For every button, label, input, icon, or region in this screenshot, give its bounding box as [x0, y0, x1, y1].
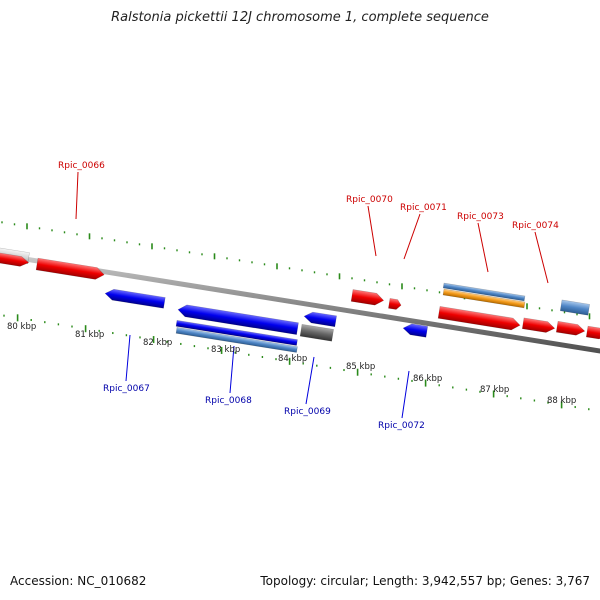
scale-label: 82 kbp	[143, 338, 172, 348]
gene-callout-line	[367, 205, 377, 257]
scale-label: 81 kbp	[75, 330, 104, 340]
gene-feature-reverse	[303, 311, 337, 328]
topology-summary: Topology: circular; Length: 3,942,557 bp…	[260, 574, 590, 588]
gene-feature-forward	[521, 317, 556, 333]
gene-label-forward: Rpic_0066	[58, 161, 105, 171]
scale-label: 80 kbp	[7, 322, 36, 332]
gene-feature-reverse	[104, 288, 166, 309]
gene-feature-orange	[442, 288, 526, 309]
gene-feature-steel	[559, 299, 590, 316]
gene-callout-line	[477, 222, 489, 273]
gene-feature-dark-gray	[299, 324, 334, 342]
scale-label: 88 kbp	[547, 396, 576, 406]
gene-label-forward: Rpic_0074	[512, 221, 559, 231]
gene-label-forward: Rpic_0071	[400, 203, 447, 213]
gene-feature-forward	[388, 298, 402, 310]
gene-feature-forward	[350, 289, 385, 306]
scale-label: 84 kbp	[278, 354, 307, 364]
scale-label: 86 kbp	[413, 374, 442, 384]
gene-callout-line	[305, 356, 315, 405]
gene-label-reverse: Rpic_0072	[378, 421, 425, 431]
gene-label-forward: Rpic_0073	[457, 212, 504, 222]
gene-feature-forward	[437, 306, 521, 331]
scale-label: 85 kbp	[346, 362, 375, 372]
scale-label: 87 kbp	[480, 385, 509, 395]
gene-callout-line	[229, 345, 235, 394]
gene-feature-reverse	[175, 320, 298, 346]
gene-feature-forward	[585, 325, 600, 340]
gene-callout-line	[75, 171, 79, 220]
gene-feature-steel	[442, 282, 526, 302]
gene-label-reverse: Rpic_0067	[103, 384, 150, 394]
gene-label-forward: Rpic_0070	[346, 195, 393, 205]
gene-feature-reverse	[177, 304, 299, 335]
gene-feature-steel	[175, 327, 298, 353]
gene-feature-forward	[555, 320, 586, 336]
gene-label-reverse: Rpic_0069	[284, 407, 331, 417]
gene-callout-line	[401, 370, 410, 419]
gene-feature-forward	[0, 251, 30, 267]
gene-callout-line	[534, 231, 549, 284]
gene-label-reverse: Rpic_0068	[205, 396, 252, 406]
accession-label: Accession: NC_010682	[10, 574, 147, 588]
map-title: Ralstonia pickettii 12J chromosome 1, co…	[111, 10, 489, 25]
gene-callout-line	[125, 334, 131, 382]
gene-feature-reverse	[402, 323, 428, 338]
gene-callout-line	[403, 213, 421, 260]
scale-label: 83 kbp	[211, 345, 240, 355]
gene-feature-forward	[35, 257, 105, 280]
